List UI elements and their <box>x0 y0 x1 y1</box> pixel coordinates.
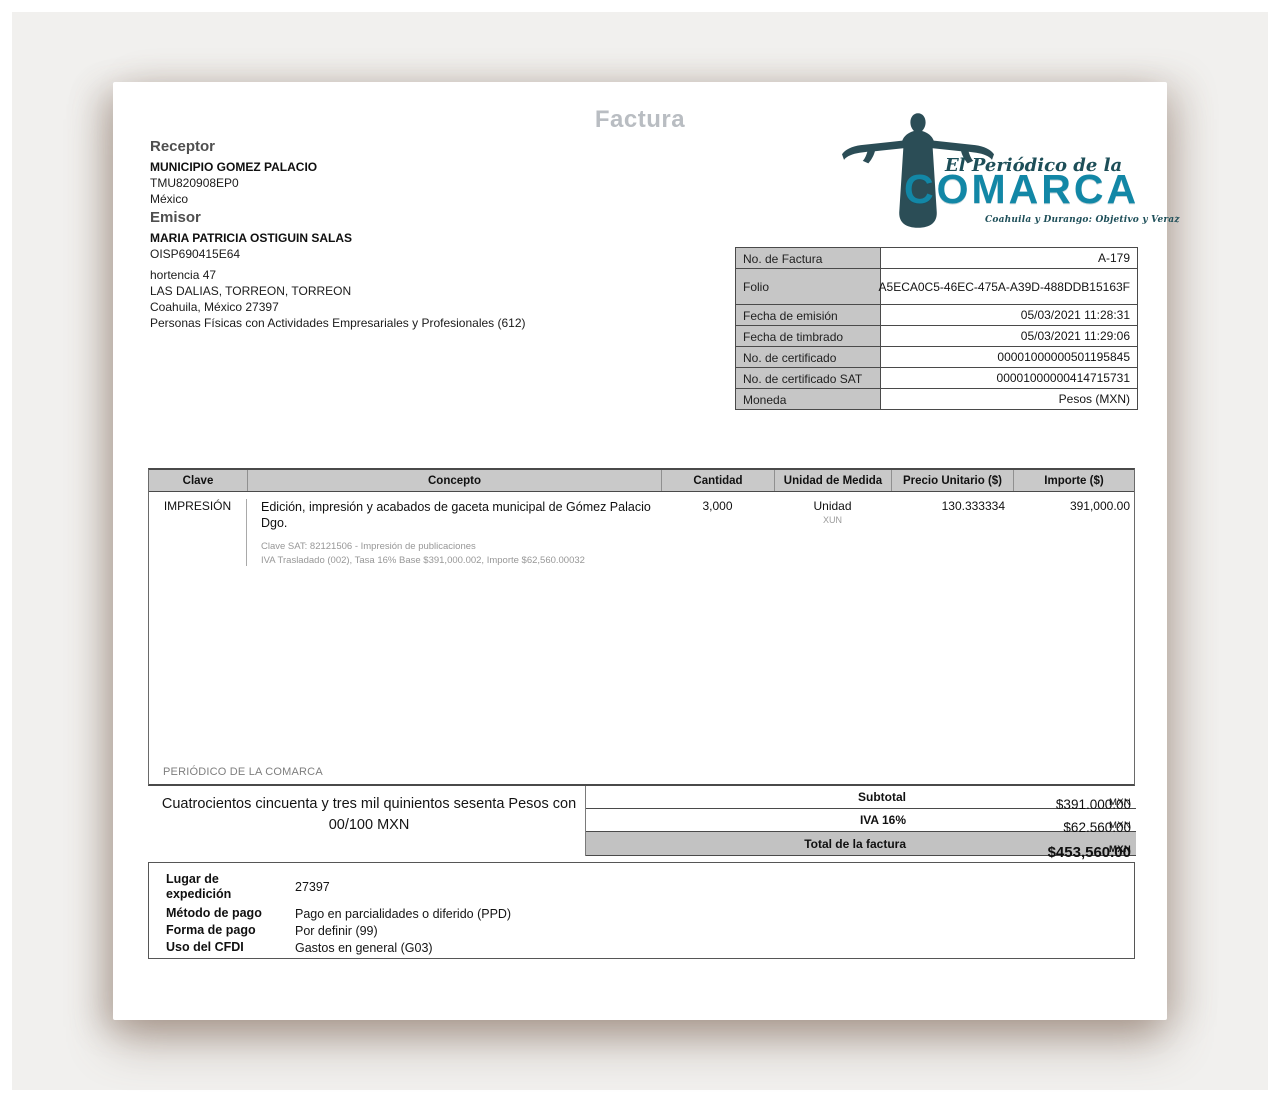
col-header-unidad: Unidad de Medida <box>774 470 891 491</box>
total-row: Total de la factura $453,560.00 MXN <box>586 832 1136 861</box>
meta-row-certificado: No. de certificado 00001000000501195845 <box>736 347 1137 368</box>
emisor-state-zip: Coahuila, México 27397 <box>150 300 279 314</box>
items-footer-note: PERIÓDICO DE LA COMARCA <box>163 766 323 778</box>
receptor-rfc: TMU820908EP0 <box>150 176 239 190</box>
meta-value: Pesos (MXN) <box>881 389 1137 409</box>
items-empty-space <box>149 566 1134 766</box>
logo-brand-name: COMARCA <box>904 166 1140 212</box>
emisor-section: Emisor MARIA PATRICIA OSTIGUIN SALAS OIS… <box>150 209 710 331</box>
item-unidad-cell: Unidad XUN <box>774 499 891 566</box>
meta-label: Fecha de emisión <box>736 305 881 325</box>
meta-row-certificado-sat: No. de certificado SAT 00001000000414715… <box>736 368 1137 389</box>
payment-value: Por definir (99) <box>295 923 378 938</box>
company-logo: El Periódico de la COMARCA Coahuila y Du… <box>828 102 1179 254</box>
total-amount: $453,560.00 <box>1047 843 1131 861</box>
meta-label: No. de certificado <box>736 347 881 367</box>
logo-tagline: Coahuila y Durango: Objetivo y Veraz <box>985 215 1180 225</box>
meta-value: 05/03/2021 11:28:31 <box>881 305 1137 325</box>
meta-value-text: 05/03/2021 11:28:31 <box>1020 308 1130 323</box>
item-concepto: Edición, impresión y acabados de gaceta … <box>261 500 651 530</box>
payment-label: Método de pago <box>166 906 262 920</box>
meta-value: A5ECA0C5-46EC-475A-A39D-488DDB15163F <box>878 269 1137 304</box>
item-importe: 391,000.00 <box>1069 499 1130 513</box>
meta-row-fecha-timbrado: Fecha de timbrado 05/03/2021 11:29:06 <box>736 326 1137 347</box>
subtotal-label: Subtotal <box>858 790 906 804</box>
item-unidad-clave: XUN <box>822 515 842 525</box>
item-unidad: Unidad <box>813 499 852 513</box>
emisor-name: MARIA PATRICIA OSTIGUIN SALAS <box>150 231 352 245</box>
payment-row-forma: Forma de pago Por definir (99) <box>166 923 1134 938</box>
iva-currency: MXN <box>1108 820 1131 831</box>
meta-row-folio: Folio A5ECA0C5-46EC-475A-A39D-488DDB1516… <box>736 269 1137 305</box>
payment-details-box: Lugar de expedición 27397 Método de pago… <box>148 862 1135 959</box>
receptor-country: México <box>150 192 189 206</box>
item-precio-unitario: 130.333334 <box>941 499 1005 513</box>
meta-value: 05/03/2021 11:29:06 <box>881 326 1137 346</box>
payment-value: Pago en parcialidades o diferido (PPD) <box>295 906 512 921</box>
item-impuestos: IVA Trasladado (002), Tasa 16% Base $391… <box>261 555 585 566</box>
receptor-name: MUNICIPIO GOMEZ PALACIO <box>150 160 318 174</box>
col-header-precio: Precio Unitario ($) <box>891 470 1013 491</box>
emisor-rfc: OISP690415E64 <box>150 247 241 261</box>
christ-statue-icon <box>842 113 994 228</box>
meta-value: 00001000000414715731 <box>881 368 1137 388</box>
payment-label: Forma de pago <box>166 923 256 937</box>
amount-in-words: Cuatrocientos cincuenta y tres mil quini… <box>161 796 577 833</box>
items-table-body: IMPRESIÓN Edición, impresión y acabados … <box>149 492 1134 784</box>
meta-label: No. de certificado SAT <box>736 368 881 388</box>
meta-value: 00001000000501195845 <box>881 347 1137 367</box>
receptor-section: Receptor MUNICIPIO GOMEZ PALACIO TMU8209… <box>150 138 710 207</box>
meta-label: Folio <box>736 269 881 304</box>
receptor-heading: Receptor <box>150 138 216 155</box>
item-clave-sat: Clave SAT: 82121506 - Impresión de publi… <box>261 541 476 552</box>
meta-value: A-179 <box>881 248 1137 268</box>
subtotal-amount: $391,000.00 <box>1055 797 1131 812</box>
meta-value-text: A-179 <box>1097 251 1130 266</box>
document-title: Factura <box>594 106 686 133</box>
item-concepto-cell: Edición, impresión y acabados de gaceta … <box>247 499 661 566</box>
logo-top-line: El Periódico de la <box>945 155 1123 176</box>
item-clave: IMPRESIÓN <box>149 499 247 566</box>
payment-label: Lugar de expedición <box>166 872 232 901</box>
emisor-regimen: Personas Físicas con Actividades Empresa… <box>150 316 526 330</box>
meta-row-no-factura: No. de Factura A-179 <box>736 248 1137 269</box>
col-header-cantidad: Cantidad <box>661 470 774 491</box>
emisor-street: hortencia 47 <box>150 268 217 282</box>
total-label: Total de la factura <box>804 836 906 851</box>
meta-row-fecha-emision: Fecha de emisión 05/03/2021 11:28:31 <box>736 305 1137 326</box>
total-currency: MXN <box>1108 843 1131 855</box>
iva-amount: $62,560.00 <box>1063 820 1131 835</box>
meta-value-text: Pesos (MXN) <box>1058 392 1130 407</box>
item-row: IMPRESIÓN Edición, impresión y acabados … <box>149 492 1134 566</box>
meta-label: Fecha de timbrado <box>736 326 881 346</box>
iva-row: IVA 16% $62,560.00 MXN <box>586 809 1136 835</box>
col-header-importe: Importe ($) <box>1013 470 1134 491</box>
meta-row-moneda: Moneda Pesos (MXN) <box>736 389 1137 410</box>
meta-label: Moneda <box>736 389 881 409</box>
invoice-meta-table: No. de Factura A-179 Folio A5ECA0C5-46EC… <box>735 247 1138 410</box>
items-table: Clave Concepto Cantidad Unidad de Medida… <box>148 468 1135 786</box>
payment-row-lugar: Lugar de expedición 27397 <box>166 870 1134 904</box>
invoice-page: Factura Receptor MUNICIPIO GOMEZ PALACIO… <box>113 82 1179 1020</box>
emisor-colonia: LAS DALIAS, TORREON, TORREON <box>150 284 352 298</box>
payment-row-uso-cfdi: Uso del CFDI Gastos en general (G03) <box>166 940 1134 955</box>
meta-value-text: 00001000000414715731 <box>996 371 1130 386</box>
meta-value-text: 05/03/2021 11:29:06 <box>1020 329 1130 344</box>
meta-value-text: 00001000000501195845 <box>997 350 1130 365</box>
emisor-heading: Emisor <box>150 209 201 226</box>
payment-row-metodo: Método de pago Pago en parcialidades o d… <box>166 906 1134 921</box>
items-table-header: Clave Concepto Cantidad Unidad de Medida… <box>149 470 1134 492</box>
totals-table: Subtotal $391,000.00 MXN IVA 16% $62,560… <box>585 786 1136 861</box>
col-header-concepto: Concepto <box>247 470 661 491</box>
iva-label: IVA 16% <box>859 813 906 827</box>
item-cantidad: 3,000 <box>702 499 733 513</box>
subtotal-currency: MXN <box>1108 797 1131 808</box>
meta-label: No. de Factura <box>736 248 881 268</box>
payment-label: Uso del CFDI <box>166 940 244 954</box>
col-header-clave: Clave <box>182 474 214 487</box>
meta-value-text: A5ECA0C5-46EC-475A-A39D-488DDB15163F <box>878 279 1130 294</box>
payment-value: Gastos en general (G03) <box>295 940 433 955</box>
payment-value: 27397 <box>295 880 330 894</box>
subtotal-row: Subtotal $391,000.00 MXN <box>586 786 1136 812</box>
